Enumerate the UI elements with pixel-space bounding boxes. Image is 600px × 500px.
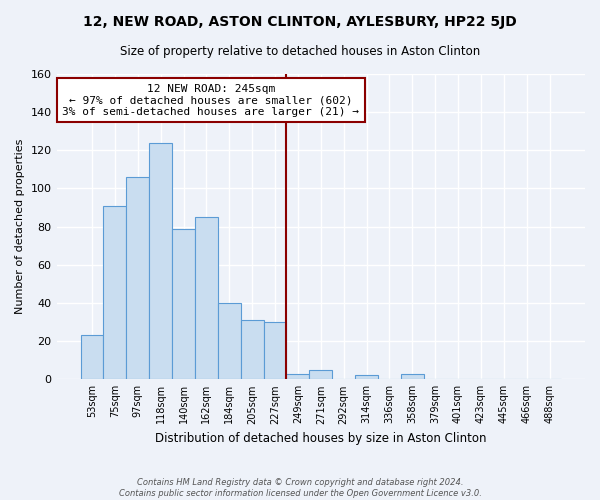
Text: 12, NEW ROAD, ASTON CLINTON, AYLESBURY, HP22 5JD: 12, NEW ROAD, ASTON CLINTON, AYLESBURY, … — [83, 15, 517, 29]
Text: Contains HM Land Registry data © Crown copyright and database right 2024.
Contai: Contains HM Land Registry data © Crown c… — [119, 478, 481, 498]
Bar — [263, 322, 286, 380]
Bar — [80, 336, 103, 380]
Bar — [149, 142, 172, 380]
Bar — [401, 374, 424, 380]
Bar — [218, 303, 241, 380]
Bar — [103, 206, 127, 380]
Bar — [355, 376, 378, 380]
Text: 12 NEW ROAD: 245sqm
← 97% of detached houses are smaller (602)
3% of semi-detach: 12 NEW ROAD: 245sqm ← 97% of detached ho… — [62, 84, 359, 116]
Bar — [127, 177, 149, 380]
Text: Size of property relative to detached houses in Aston Clinton: Size of property relative to detached ho… — [120, 45, 480, 58]
Bar — [172, 228, 195, 380]
X-axis label: Distribution of detached houses by size in Aston Clinton: Distribution of detached houses by size … — [155, 432, 487, 445]
Bar — [310, 370, 332, 380]
Y-axis label: Number of detached properties: Number of detached properties — [15, 139, 25, 314]
Bar — [195, 217, 218, 380]
Bar — [241, 320, 263, 380]
Bar — [286, 374, 310, 380]
